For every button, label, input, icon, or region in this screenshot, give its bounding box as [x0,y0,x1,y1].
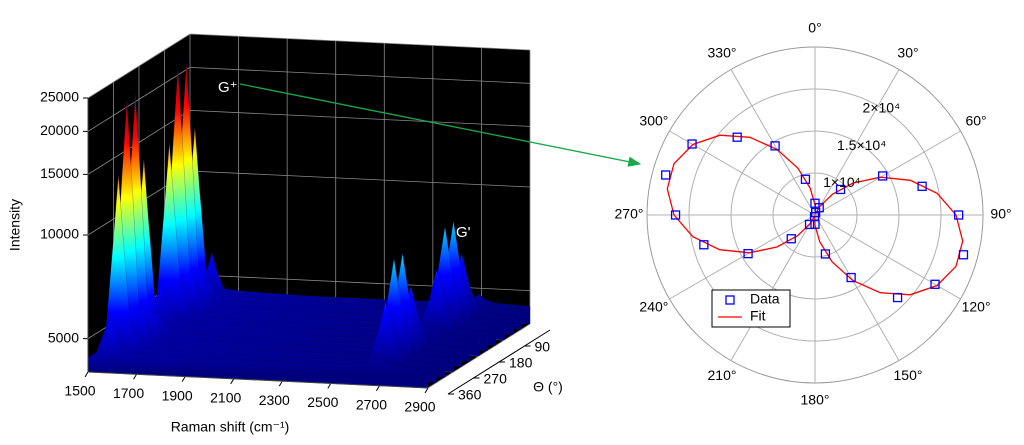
y-tick-label: 20000 [40,122,79,138]
y-tick-label: 5000 [48,329,79,345]
depth-tick-label: 270 [484,371,508,387]
data-point [804,219,815,230]
x-tick-label: 1700 [113,385,144,401]
x-tick-label: 2300 [259,392,290,408]
y-tick-label: 15000 [40,165,79,181]
data-point [930,279,940,289]
r-tick-label: 2×10⁴ [863,100,901,116]
legend-label: Fit [750,308,766,324]
fit-line [666,134,964,296]
data-point [743,248,753,259]
x-tick [375,385,380,391]
grid-spoke [669,130,816,216]
data-point [835,184,846,195]
data-point [820,249,831,259]
theta-tick-label: 330° [708,45,737,61]
x-tick [84,371,89,378]
legend-symbol [725,295,735,305]
theta-tick-label: 300° [639,113,668,129]
depth-tick-label: 360 [458,387,482,403]
theta-tick-label: 0° [808,20,821,36]
grid-line [189,170,531,188]
data-point [732,132,742,142]
theta-tick-label: 240° [639,299,668,315]
data-point [770,141,780,151]
grid-spoke [814,214,900,361]
data-point [786,234,796,244]
x-tick-label: 1900 [162,387,193,403]
y-tick-label: 25000 [40,89,79,105]
grid-spoke [814,130,961,216]
data-point [800,174,811,184]
x-tick [181,376,186,382]
data-point [809,211,820,222]
x-tick-label: 2900 [404,399,435,415]
grid-spoke [814,214,961,300]
theta-tick-label: 210° [708,367,737,383]
legend-box [711,289,791,328]
theta-tick-label: 30° [897,45,918,61]
grid-spoke [730,214,816,361]
data-point [878,171,888,181]
data-point [670,210,681,220]
x-tick [327,383,332,389]
theta-tick-label: 150° [894,367,923,383]
grid-spoke [669,214,816,300]
x-axis-title: Raman shift (cm⁻¹) [171,419,290,435]
x-tick [133,374,138,380]
r-tick-label: 1×10⁴ [823,174,861,190]
data-point [661,170,671,180]
data-point [814,203,824,213]
data-point [958,250,969,260]
data-point [917,181,927,191]
grid-line [189,274,531,292]
data-point [846,272,856,283]
data-point [892,292,903,303]
x-axis [87,371,429,389]
theta-tick-label: 180° [801,392,830,408]
data-point [699,240,709,250]
depth-tick-label: 180 [509,355,533,371]
annotation: G⁺ [218,79,238,96]
y-tick-label: 10000 [40,226,79,242]
legend-label: Data [750,291,780,307]
x-tick-label: 2500 [307,394,338,410]
surface-chart [83,33,551,395]
grid-spoke [814,69,900,216]
theta-tick-label: 90° [990,206,1011,222]
x-tick-label: 2100 [210,390,241,406]
depth-axis-title: Θ (°) [533,379,563,395]
x-tick-label: 1500 [64,383,95,399]
grid-line [189,66,531,84]
depth-tick-label: 90 [535,339,551,355]
r-tick-label: 1.5×10⁴ [837,137,886,153]
data-point [953,210,964,220]
grid-line [189,109,531,127]
annotation: G' [456,224,471,241]
x-tick-label: 2700 [356,396,387,412]
x-tick [424,387,429,394]
depth-axis [447,329,551,395]
theta-tick-label: 120° [962,299,991,315]
grid-line [189,33,531,51]
x-tick [230,378,235,385]
theta-tick-label: 270° [615,206,644,222]
data-point [687,139,697,149]
surface-row [87,315,429,389]
x-tick [278,380,283,387]
y-axis-title: Intensity [7,199,23,251]
theta-tick-label: 60° [965,113,986,129]
annotation-arrow [239,83,642,167]
